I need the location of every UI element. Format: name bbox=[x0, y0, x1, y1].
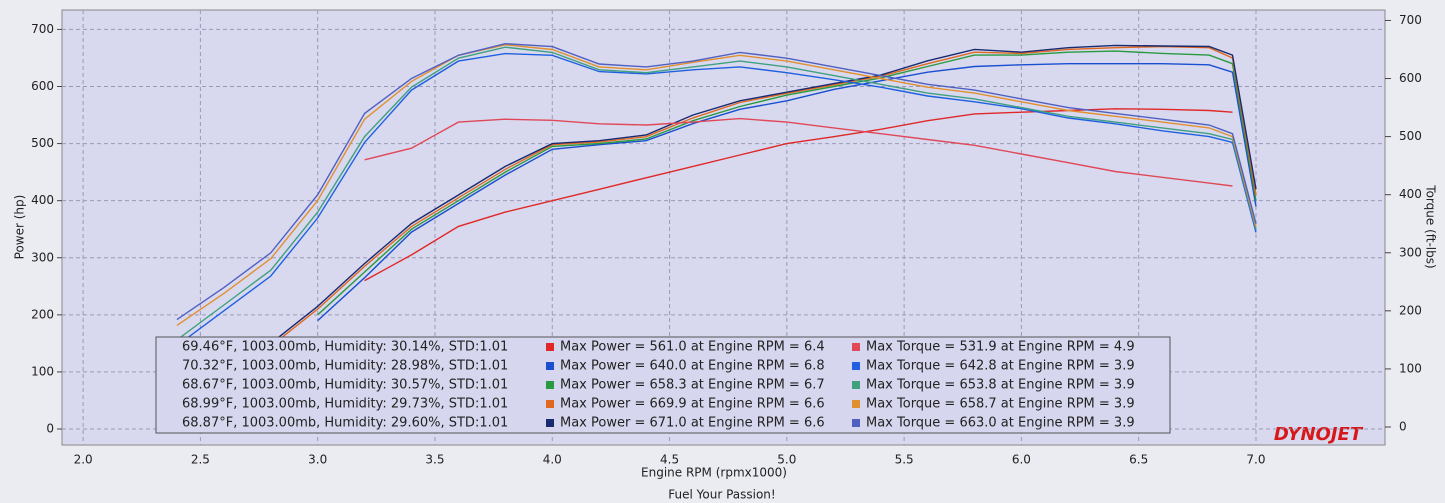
x-tick-label: 6.5 bbox=[1129, 453, 1148, 467]
x-tick-label: 7.0 bbox=[1246, 453, 1265, 467]
x-tick-label: 6.0 bbox=[1012, 453, 1031, 467]
y-tick-label: 400 bbox=[31, 193, 54, 207]
legend-entry: Max Power = 561.0 at Engine RPM = 6.4 bbox=[560, 340, 825, 355]
x-tick-label: 3.0 bbox=[308, 453, 327, 467]
legend-entry: Max Torque = 653.8 at Engine RPM = 3.9 bbox=[866, 378, 1135, 393]
legend-swatch bbox=[546, 343, 554, 351]
footer: Fuel Your Passion! bbox=[668, 488, 775, 502]
y-axis-label: Power (hp) bbox=[13, 195, 27, 260]
legend-run: 68.87°F, 1003.00mb, Humidity: 29.60%, ST… bbox=[182, 416, 508, 431]
y2-tick-label: 600 bbox=[1399, 71, 1422, 85]
series-line bbox=[176, 52, 1257, 347]
y2-tick-label: 700 bbox=[1399, 13, 1422, 27]
y2-tick-label: 200 bbox=[1399, 303, 1422, 317]
legend-entry: Max Power = 658.3 at Engine RPM = 6.7 bbox=[560, 378, 825, 393]
x-tick-label: 2.5 bbox=[191, 453, 210, 467]
x-tick-label: 3.5 bbox=[425, 453, 444, 467]
y2-tick-label: 400 bbox=[1399, 187, 1422, 201]
legend-entry: Max Torque = 658.7 at Engine RPM = 3.9 bbox=[866, 397, 1135, 412]
y-tick-label: 300 bbox=[31, 250, 54, 264]
y-tick-label: 100 bbox=[31, 364, 54, 378]
x-tick-label: 4.0 bbox=[543, 453, 562, 467]
legend-swatch bbox=[546, 419, 554, 427]
series-line bbox=[364, 117, 1233, 187]
legend-entry: Max Power = 640.0 at Engine RPM = 6.8 bbox=[560, 359, 825, 374]
series-line bbox=[176, 42, 1257, 321]
x-tick-label: 5.0 bbox=[777, 453, 796, 467]
series-line bbox=[317, 63, 1257, 322]
legend-swatch bbox=[546, 362, 554, 370]
series-line bbox=[317, 50, 1257, 316]
legend-swatch bbox=[852, 381, 860, 389]
legend-swatch bbox=[852, 343, 860, 351]
logo: DYNOJET bbox=[1274, 424, 1364, 445]
legend-run: 70.32°F, 1003.00mb, Humidity: 28.98%, ST… bbox=[182, 359, 508, 374]
legend-run: 69.46°F, 1003.00mb, Humidity: 30.14%, ST… bbox=[182, 340, 508, 355]
legend-run: 68.99°F, 1003.00mb, Humidity: 29.73%, ST… bbox=[182, 397, 508, 412]
y2-tick-label: 100 bbox=[1399, 361, 1422, 375]
legend-box bbox=[155, 336, 1171, 434]
x-tick-label: 5.5 bbox=[895, 453, 914, 467]
legend-entry: Max Torque = 531.9 at Engine RPM = 4.9 bbox=[866, 340, 1135, 355]
series-line bbox=[270, 44, 1257, 344]
x-tick-label: 2.0 bbox=[74, 453, 93, 467]
legend-entry: Max Torque = 663.0 at Engine RPM = 3.9 bbox=[866, 416, 1135, 431]
y-tick-label: 0 bbox=[46, 422, 54, 436]
legend-swatch bbox=[852, 419, 860, 427]
y-tick-label: 600 bbox=[31, 79, 54, 93]
legend-run: 68.67°F, 1003.00mb, Humidity: 30.57%, ST… bbox=[182, 378, 508, 393]
x-axis-label: Engine RPM (rpmx1000) bbox=[641, 466, 787, 480]
y-tick-label: 500 bbox=[31, 136, 54, 150]
y-tick-label: 700 bbox=[31, 22, 54, 36]
legend-swatch bbox=[546, 400, 554, 408]
legend-entry: Max Torque = 642.8 at Engine RPM = 3.9 bbox=[866, 359, 1135, 374]
y-tick-label: 200 bbox=[31, 307, 54, 321]
series-line bbox=[364, 108, 1233, 282]
y2-tick-label: 500 bbox=[1399, 129, 1422, 143]
y2-tick-label: 300 bbox=[1399, 245, 1422, 259]
legend-entry: Max Power = 669.9 at Engine RPM = 6.6 bbox=[560, 397, 825, 412]
series-line bbox=[270, 45, 1257, 347]
x-tick-label: 4.5 bbox=[660, 453, 679, 467]
series-line bbox=[176, 46, 1257, 341]
legend-entry: Max Power = 671.0 at Engine RPM = 6.6 bbox=[560, 416, 825, 431]
legend-swatch bbox=[852, 362, 860, 370]
y2-tick-label: 0 bbox=[1399, 419, 1407, 433]
legend-swatch bbox=[852, 400, 860, 408]
series-line bbox=[176, 44, 1257, 326]
y2-axis-label: Torque (ft-lbs) bbox=[1424, 184, 1438, 268]
legend-swatch bbox=[546, 381, 554, 389]
